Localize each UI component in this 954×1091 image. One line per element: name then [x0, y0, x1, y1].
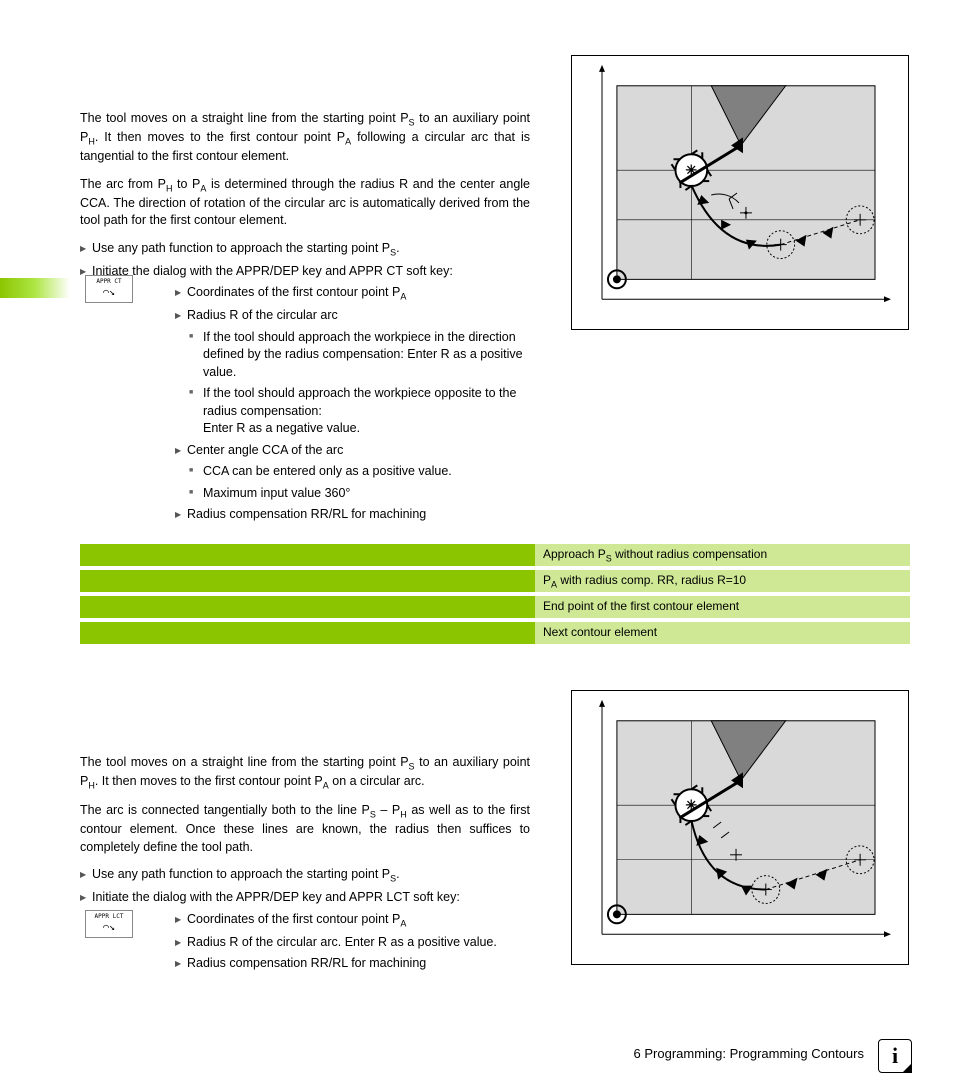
table-row: Approach PS without radius compensation — [80, 544, 910, 566]
list-item: Use any path function to approach the st… — [80, 866, 530, 885]
table-row: PA with radius comp. RR, radius R=10 — [80, 570, 910, 592]
list-item: Maximum input value 360° — [189, 485, 530, 503]
arc-icon: ⌒↘ — [88, 288, 130, 298]
list-item: CCA can be entered only as a positive va… — [189, 463, 530, 481]
page-edge-marker — [0, 278, 70, 298]
diagram-approach-ct: ✳ — [571, 55, 909, 330]
paragraph: The tool moves on a straight line from t… — [80, 754, 530, 792]
list-item: If the tool should approach the workpiec… — [189, 329, 530, 382]
list-item: If the tool should approach the workpiec… — [189, 385, 530, 438]
diagram-approach-lct: ✳ — [571, 690, 909, 965]
list-item: Radius compensation RR/RL for machining — [175, 506, 530, 524]
nc-example-table: Approach PS without radius compensation … — [80, 544, 910, 644]
table-cell: Approach PS without radius compensation — [535, 544, 910, 566]
list-item: Coordinates of the first contour point P… — [175, 911, 530, 930]
bullet-list: Use any path function to approach the st… — [80, 240, 530, 281]
table-row: End point of the first contour element — [80, 596, 910, 618]
list-item: Coordinates of the first contour point P… — [175, 284, 530, 303]
table-cell: End point of the first contour element — [535, 596, 910, 618]
arc-icon: ⌒↘ — [88, 923, 130, 933]
paragraph: The tool moves on a straight line from t… — [80, 110, 530, 166]
indented-steps: Coordinates of the first contour point P… — [175, 284, 530, 524]
section-approach-lct: The tool moves on a straight line from t… — [80, 754, 530, 973]
list-item: Use any path function to approach the st… — [80, 240, 530, 259]
paragraph: The arc from PH to PA is determined thro… — [80, 176, 530, 230]
list-item: Initiate the dialog with the APPR/DEP ke… — [80, 263, 530, 281]
page-footer: 6 Programming: Programming Contours — [634, 1045, 864, 1063]
list-item: Radius R of the circular arc — [175, 307, 530, 325]
table-cell: Next contour element — [535, 622, 910, 644]
table-cell: PA with radius comp. RR, radius R=10 — [535, 570, 910, 592]
list-item: Radius R of the circular arc. Enter R as… — [175, 934, 530, 952]
info-icon: i — [878, 1039, 912, 1073]
list-item: Radius compensation RR/RL for machining — [175, 955, 530, 973]
table-row: Next contour element — [80, 622, 910, 644]
paragraph: The arc is connected tangentially both t… — [80, 802, 530, 856]
softkey-appr-ct: APPR CT ⌒↘ — [85, 275, 133, 303]
section-approach-ct: The tool moves on a straight line from t… — [80, 110, 530, 524]
softkey-appr-lct: APPR LCT ⌒↘ — [85, 910, 133, 938]
list-item: Center angle CCA of the arc — [175, 442, 530, 460]
list-item: Initiate the dialog with the APPR/DEP ke… — [80, 889, 530, 907]
